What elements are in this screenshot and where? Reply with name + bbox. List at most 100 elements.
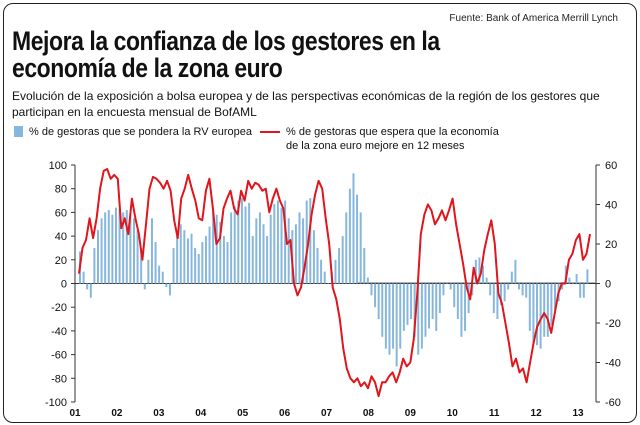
x-axis-tick-label: 06 [279, 408, 291, 419]
bar [334, 259, 337, 284]
bar [446, 283, 449, 284]
x-axis-tick-label: 13 [572, 408, 584, 419]
bar [161, 271, 164, 284]
bar [237, 200, 240, 284]
bar [489, 283, 492, 296]
bar [129, 214, 132, 284]
bar [420, 283, 423, 349]
bar [204, 236, 207, 284]
bar [107, 210, 110, 284]
bar [428, 283, 431, 329]
x-axis-tick-label: 10 [447, 408, 459, 419]
bar [154, 242, 157, 284]
bar [222, 236, 225, 284]
x-axis-tick-label: 02 [111, 408, 123, 419]
left-axis-tick-label: -80 [51, 373, 67, 385]
bar [100, 218, 103, 284]
bar [474, 259, 477, 284]
bar [150, 218, 153, 284]
bar [359, 212, 362, 284]
bar [309, 198, 312, 284]
bar [352, 173, 355, 284]
chart-title: Mejora la confianza de los gestores en l… [12, 26, 440, 83]
bar [554, 283, 556, 310]
bar [258, 212, 261, 284]
x-axis-tick-label: 09 [405, 408, 417, 419]
bar [280, 207, 283, 284]
bar [312, 230, 315, 284]
bar [269, 214, 272, 284]
chart-card: Fuente: Bank of America Merrill Lynch Me… [3, 3, 637, 423]
x-axis-tick-label: 08 [363, 408, 375, 419]
bar [226, 242, 229, 284]
bar [244, 206, 247, 284]
bar [410, 283, 413, 320]
bar [197, 253, 200, 284]
bar [525, 283, 528, 298]
bar [266, 236, 269, 284]
bar [442, 283, 445, 296]
legend-item-line: % de gestoras que espera que la economía… [260, 125, 510, 153]
bar [248, 202, 251, 284]
bar [449, 283, 452, 290]
bar [532, 283, 535, 343]
bar [572, 283, 574, 284]
bar [392, 283, 395, 349]
bar [399, 283, 402, 349]
legend-swatch-line [260, 131, 280, 133]
bar [305, 200, 308, 284]
x-axis-tick-label: 07 [321, 408, 333, 419]
bar [521, 283, 524, 296]
bar [327, 283, 330, 284]
bar [190, 233, 193, 284]
bar [251, 236, 254, 284]
bar [568, 277, 571, 284]
bar [543, 283, 546, 337]
bar [298, 212, 301, 284]
bar [482, 265, 485, 284]
bar [179, 224, 182, 284]
bar [104, 212, 107, 284]
bar [89, 283, 92, 298]
bar [147, 259, 150, 284]
x-axis-tick-label: 03 [153, 408, 165, 419]
legend-label-bars: % de gestoras que se pondera la RV europ… [29, 126, 253, 138]
left-axis-tick-label: -100 [45, 397, 67, 409]
bar [168, 283, 171, 296]
right-axis-tick-label: -40 [605, 358, 621, 370]
bar [507, 283, 510, 290]
bar [136, 230, 139, 284]
bar [215, 214, 218, 284]
bar [208, 226, 211, 284]
bar [406, 283, 409, 325]
right-axis-tick-label: 0 [605, 279, 611, 291]
bar [240, 198, 243, 284]
left-axis-tick-label: -40 [51, 326, 67, 338]
bar [338, 247, 341, 284]
bar [276, 200, 279, 284]
bar [132, 218, 135, 284]
left-axis-tick-label: -20 [51, 302, 67, 314]
bar [219, 221, 222, 284]
bar [96, 230, 99, 284]
bar [287, 218, 290, 284]
bar [93, 247, 96, 284]
right-axis-tick-label: 40 [605, 200, 617, 212]
bar [536, 283, 539, 346]
bar [341, 236, 344, 284]
bar [122, 212, 125, 284]
bar [363, 247, 366, 284]
left-axis-tick-label: 0 [61, 279, 67, 291]
bar [453, 283, 456, 308]
bar [118, 208, 121, 284]
bar [460, 283, 463, 337]
source-note: Fuente: Bank of America Merrill Lynch [449, 13, 618, 24]
bar [212, 212, 215, 284]
bar [273, 204, 276, 284]
x-axis-tick-label: 04 [195, 408, 207, 419]
bar [114, 207, 117, 284]
bar [478, 257, 481, 284]
bar [294, 224, 297, 284]
right-axis-tick-label: 60 [605, 160, 617, 172]
bar [561, 283, 564, 290]
